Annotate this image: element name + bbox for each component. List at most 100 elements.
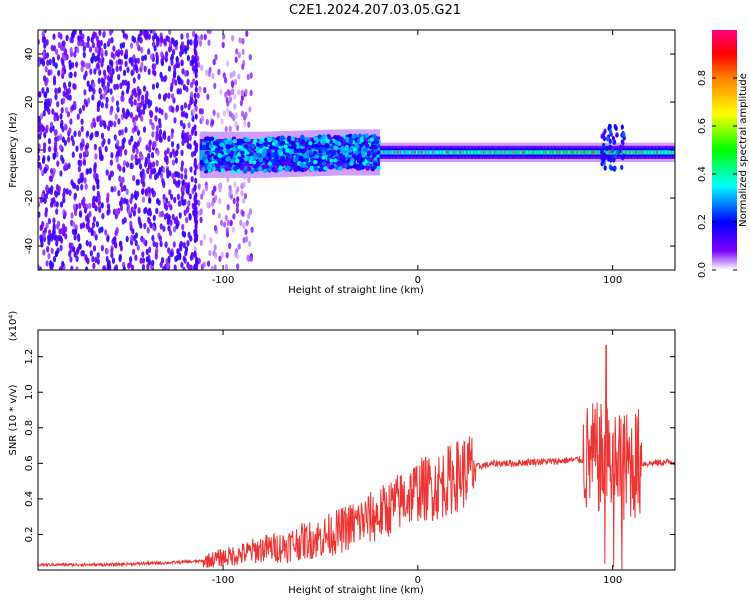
- spectrogram-cell: [229, 159, 235, 164]
- spectrogram-cell: [182, 266, 186, 270]
- spectrogram-cell: [525, 150, 528, 155]
- spectrogram-cell: [39, 113, 44, 120]
- spectrogram-cell: [58, 228, 62, 235]
- spectrogram-cell: [475, 150, 478, 155]
- spectrogram-cell: [200, 64, 204, 72]
- spectrogram-cell: [61, 72, 65, 80]
- spectrogram-cell: [69, 256, 73, 263]
- spectrogram-cell: [662, 150, 665, 155]
- spectrogram-cell: [113, 134, 117, 141]
- spectrogram-cell: [209, 237, 213, 244]
- spectrogram-cell: [247, 147, 252, 153]
- spectrogram-cell: [118, 253, 122, 261]
- spectrogram-cell: [139, 37, 143, 44]
- spectrogram-cell: [581, 150, 584, 155]
- spectrogram-cell: [53, 115, 57, 122]
- y-tick-label: 0.8: [24, 420, 35, 436]
- spectrogram-cell: [248, 240, 252, 247]
- spectrogram-cell: [48, 58, 52, 66]
- spectrogram-cell: [218, 185, 222, 193]
- spectrogram-cell: [95, 178, 99, 185]
- spectrogram-cell: [226, 204, 230, 211]
- y-tick-label: -40: [24, 238, 35, 254]
- spectrogram-cell: [88, 202, 92, 210]
- spectrogram-cell: [531, 150, 534, 155]
- spectrogram-cell: [136, 57, 140, 64]
- spectrogram-cell: [100, 132, 105, 140]
- spectrogram-cell: [602, 152, 607, 158]
- spectrogram-cell: [122, 160, 127, 167]
- spectrogram-cell: [214, 54, 218, 61]
- spectrogram-cell: [201, 166, 206, 172]
- spectrogram-cell: [114, 242, 118, 249]
- spectrogram-cell: [155, 51, 159, 59]
- spectrogram-cell: [193, 92, 197, 99]
- spectrogram-cell: [84, 183, 88, 190]
- spectrogram-cell: [262, 168, 268, 174]
- spectrogram-cell: [612, 157, 616, 163]
- spectrogram-cell: [233, 103, 237, 110]
- spectrogram-cell: [527, 150, 529, 155]
- spectrogram-cell: [80, 118, 84, 125]
- spectrogram-cell: [441, 150, 444, 155]
- spectrogram-cell: [326, 150, 331, 155]
- spectrogram-cell: [660, 150, 662, 155]
- spectrogram-cell: [123, 197, 127, 204]
- spectrogram-cell: [130, 60, 134, 67]
- spectrogram-cell: [88, 46, 93, 53]
- spectrogram-cell: [86, 35, 90, 43]
- y-tick-label: 40: [24, 48, 35, 61]
- spectrogram-cell: [71, 104, 75, 111]
- spectrogram-cell: [229, 72, 233, 79]
- spectrogram-cell: [229, 96, 233, 103]
- spectrogram-cell: [92, 202, 96, 209]
- spectrogram-cell: [584, 151, 587, 154]
- spectrogram-cell: [64, 226, 68, 233]
- spectrogram-cell: [132, 54, 136, 61]
- spectrogram-cell: [642, 150, 645, 155]
- spectrogram-cell: [551, 151, 554, 154]
- spectrogram-cell: [159, 223, 163, 230]
- spectrogram-cell: [134, 239, 138, 247]
- spectrogram-cell: [393, 151, 396, 154]
- spectrogram-cell: [97, 39, 101, 46]
- spectrogram-cell: [197, 199, 201, 207]
- spectrogram-cell: [43, 131, 47, 139]
- spectrogram-cell: [47, 155, 51, 162]
- spectrogram-cell: [65, 188, 69, 195]
- spectrogram-cell: [230, 150, 235, 155]
- spectrogram-cell: [44, 66, 48, 73]
- spectrogram-cell: [89, 250, 93, 257]
- spectrogram-cell: [92, 245, 97, 252]
- spectrogram-cell: [68, 242, 72, 249]
- spectrogram-cell: [79, 40, 83, 47]
- spectrogram-cell: [252, 160, 257, 165]
- spectrogram-cell: [77, 165, 81, 173]
- spectrogram-cell: [412, 150, 414, 155]
- spectrogram-cell: [459, 151, 462, 154]
- spectrogram-cell: [539, 150, 542, 155]
- spectrogram-cell: [59, 33, 63, 40]
- spectrogram-cell: [489, 151, 492, 154]
- spectrogram-cell: [96, 183, 100, 190]
- spectrogram-cell: [253, 149, 256, 160]
- spectrogram-cell: [650, 150, 653, 155]
- spectrogram-cell: [627, 150, 630, 155]
- spectrogram-cell: [225, 252, 229, 259]
- spectrogram-cell: [154, 115, 158, 122]
- spectrogram-cell: [155, 125, 159, 132]
- spectrogram-cell: [309, 165, 314, 171]
- spectrogram-cell: [325, 143, 330, 149]
- spectrogram-cell: [46, 98, 50, 105]
- spectrogram-cell: [134, 190, 138, 197]
- spectrogram-cell: [226, 145, 231, 150]
- spectrogram-cell: [93, 68, 97, 75]
- spectrogram-cell: [152, 240, 156, 248]
- spectrogram-cell: [147, 68, 151, 76]
- spectrogram-cell: [247, 121, 251, 128]
- spectrogram-cell: [134, 91, 138, 98]
- spectrogram-cell: [620, 164, 624, 170]
- spectrogram-cell: [203, 233, 207, 241]
- spectrogram-cell: [243, 120, 247, 127]
- spectrogram-cell: [344, 147, 347, 158]
